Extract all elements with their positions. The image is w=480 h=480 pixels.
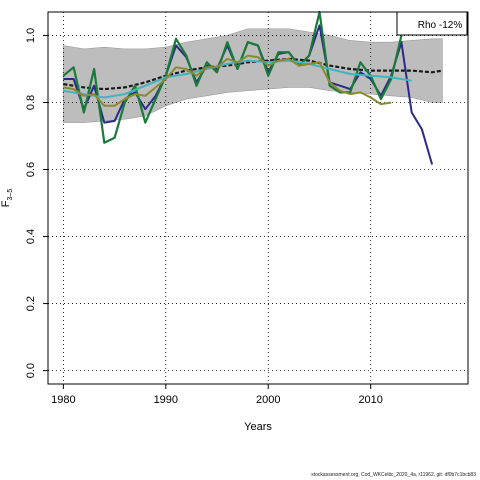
- x-axis: 1980 1990 2000 2010: [51, 384, 383, 406]
- x-axis-title: Years: [244, 421, 272, 433]
- y-tick-label: 1.0: [25, 28, 37, 43]
- y-tick-label: 0.8: [25, 95, 37, 110]
- footer-credit: stockassessment.org, Cod_WKCeltic_2020_4…: [311, 472, 476, 478]
- x-tick-label: 2010: [358, 394, 382, 406]
- y-tick-label: 0.4: [25, 229, 37, 244]
- x-tick-label: 2000: [256, 394, 280, 406]
- legend-box-text: Rho -12%: [418, 20, 463, 31]
- legend-box-frame: [396, 11, 468, 36]
- y-tick-label: 0.0: [25, 363, 37, 378]
- y-axis-title-sub: 3–5: [7, 189, 14, 201]
- confidence-band: [63, 28, 443, 123]
- y-tick-label: 0.6: [25, 162, 37, 177]
- series-group: [62, 10, 443, 165]
- x-tick-label: 1980: [51, 394, 75, 406]
- x-tick-label: 1990: [154, 394, 178, 406]
- y-axis: 0.0 0.2 0.4 0.6 0.8 1.0: [25, 28, 48, 378]
- y-tick-label: 0.2: [25, 296, 37, 311]
- plot-frame: [47, 11, 469, 385]
- legend-box: Rho -12%: [396, 11, 468, 36]
- y-axis-title: F3–5: [0, 189, 14, 208]
- series-line-5: [63, 54, 392, 107]
- y-axis-title-main: F: [0, 200, 12, 207]
- confidence-band-area: [63, 28, 443, 123]
